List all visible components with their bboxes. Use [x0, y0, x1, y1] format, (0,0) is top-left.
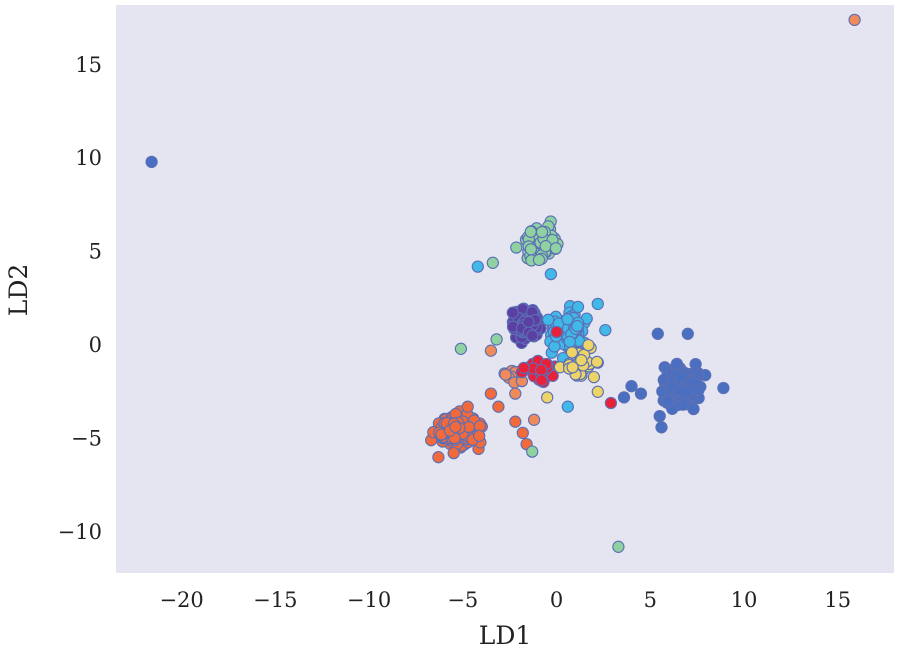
data-point: [625, 380, 638, 393]
data-point: [662, 395, 675, 408]
data-point: [575, 354, 588, 367]
data-point: [655, 421, 668, 434]
y-tick-label: 0: [89, 333, 102, 357]
data-point: [522, 315, 535, 329]
x-tick-label: −5: [447, 588, 478, 612]
data-point: [587, 370, 601, 384]
data-point: [516, 426, 529, 440]
data-point: [634, 387, 648, 400]
data-point: [471, 260, 484, 273]
data-point: [473, 429, 486, 443]
data-point: [612, 540, 625, 553]
data-point: [561, 313, 574, 326]
data-point: [484, 344, 498, 357]
y-tick-labels: −10 −5 0 5 10 15: [58, 53, 102, 544]
x-tick-label: 15: [824, 588, 851, 612]
data-point: [541, 391, 554, 404]
data-point: [145, 155, 158, 169]
data-point: [571, 319, 584, 333]
data-point: [674, 371, 688, 384]
data-point: [591, 297, 604, 311]
data-point: [535, 363, 548, 377]
x-tick-label: 10: [731, 588, 758, 612]
data-point: [717, 381, 730, 395]
data-point: [599, 323, 612, 337]
data-point: [499, 368, 512, 381]
data-point: [582, 338, 595, 352]
data-point: [617, 391, 631, 404]
data-point: [651, 327, 664, 340]
data-point: [535, 225, 549, 239]
data-point: [681, 384, 694, 398]
x-tick-labels: −20 −15 −10 −5 0 5 10 15: [159, 588, 851, 612]
y-tick-label: −10: [58, 520, 102, 544]
data-point: [692, 383, 705, 397]
data-point: [565, 346, 579, 359]
data-point: [526, 445, 539, 458]
data-point: [548, 340, 561, 353]
data-point: [549, 242, 563, 255]
y-tick-label: −5: [71, 426, 102, 450]
data-point: [566, 361, 579, 374]
data-point: [681, 327, 694, 340]
data-point: [590, 355, 604, 369]
data-point: [447, 446, 460, 460]
points-layer: [145, 13, 861, 553]
data-point: [563, 335, 576, 348]
y-tick-label: 15: [75, 53, 102, 77]
x-tick-label: −10: [347, 588, 391, 612]
data-point: [509, 415, 522, 428]
data-point: [484, 387, 498, 400]
data-point: [510, 241, 523, 254]
data-point: [527, 413, 541, 426]
y-axis-title: LD2: [4, 264, 33, 317]
data-point: [539, 240, 552, 253]
data-point: [432, 451, 445, 464]
data-point: [449, 420, 462, 434]
x-axis-title: LD1: [479, 621, 532, 650]
y-tick-label: 5: [89, 240, 102, 264]
data-point: [517, 361, 530, 375]
data-point: [591, 385, 604, 398]
x-tick-label: 5: [644, 588, 657, 612]
data-point: [535, 374, 548, 387]
data-point: [461, 400, 474, 413]
data-point: [604, 396, 618, 410]
data-point: [492, 400, 505, 413]
data-point: [571, 300, 585, 314]
y-tick-label: 10: [75, 146, 102, 170]
x-tick-label: −20: [159, 588, 203, 612]
x-tick-label: 0: [550, 588, 563, 612]
data-point: [550, 325, 563, 339]
plot-area: [116, 5, 894, 573]
data-point: [490, 333, 503, 346]
data-point: [526, 329, 539, 342]
x-tick-label: −15: [253, 588, 297, 612]
data-point: [524, 243, 538, 256]
data-point: [544, 267, 558, 281]
data-point: [532, 253, 546, 267]
data-point: [687, 402, 700, 416]
data-point: [542, 313, 555, 326]
data-point: [848, 13, 861, 27]
data-point: [454, 342, 468, 355]
data-point: [653, 409, 666, 423]
data-point: [524, 225, 537, 238]
data-point: [509, 387, 522, 400]
data-point: [506, 306, 519, 319]
data-point: [561, 400, 574, 413]
data-point: [486, 256, 499, 269]
